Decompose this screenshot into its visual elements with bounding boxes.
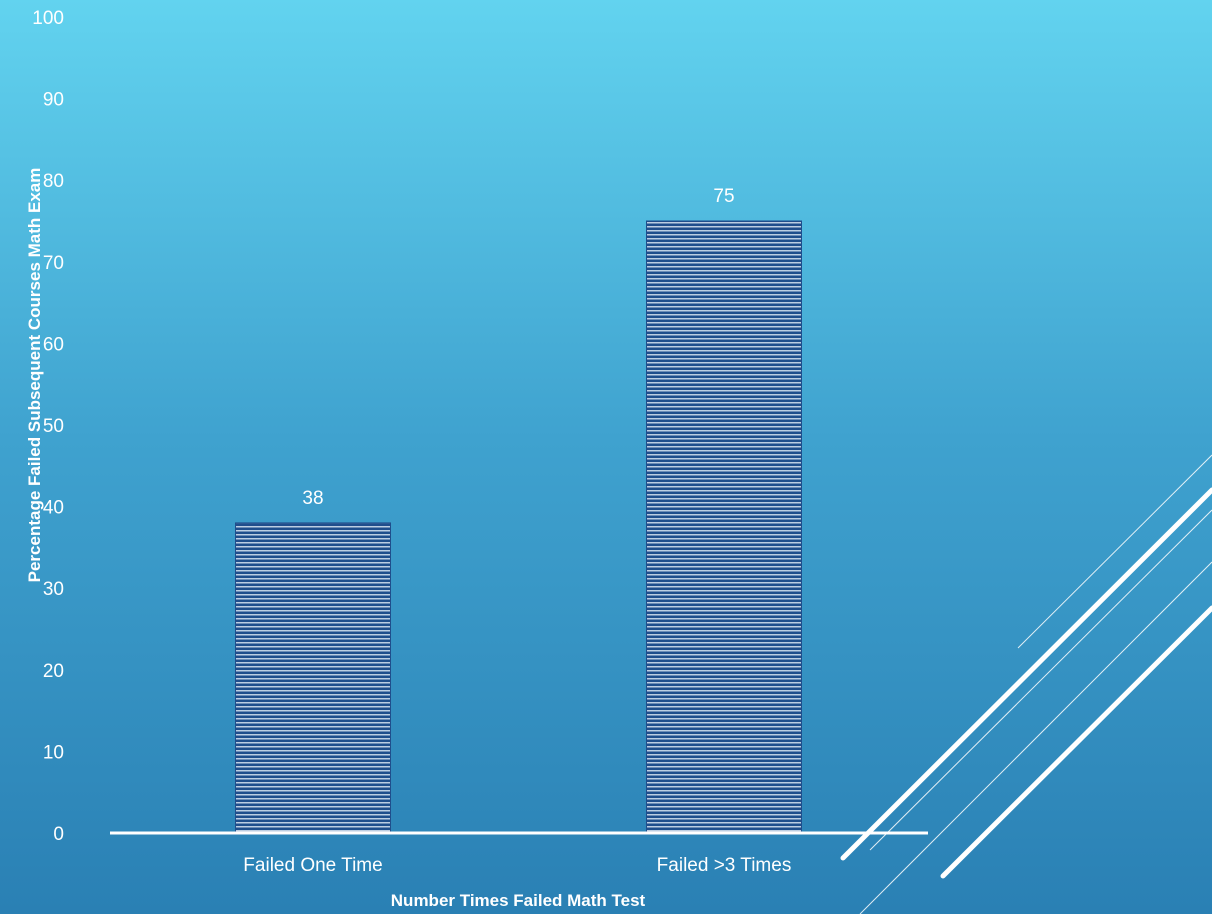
y-tick-label: 0 [53, 824, 64, 845]
y-tick-label: 30 [43, 579, 64, 600]
y-tick-label: 50 [43, 416, 64, 437]
bar [646, 220, 802, 834]
y-tick-label: 40 [43, 498, 64, 519]
decorative-diagonal-lines [840, 454, 1212, 914]
data-label: 38 [302, 488, 323, 509]
category-label: Failed >3 Times [657, 855, 792, 876]
data-label: 75 [713, 186, 734, 207]
data-labels: 38 75 [302, 186, 734, 509]
y-tick-label: 20 [43, 661, 64, 682]
y-axis-ticks: 0 10 20 30 40 50 60 70 80 90 100 [32, 8, 64, 845]
y-tick-label: 10 [43, 742, 64, 763]
y-tick-label: 80 [43, 171, 64, 192]
x-axis-title: Number Times Failed Math Test [391, 891, 646, 910]
y-axis-title: Percentage Failed Subsequent Courses Mat… [25, 168, 44, 583]
y-tick-label: 70 [43, 253, 64, 274]
y-tick-label: 100 [32, 8, 64, 29]
y-tick-label: 60 [43, 334, 64, 355]
x-axis-category-labels: Failed One Time Failed >3 Times [243, 855, 791, 876]
bar [235, 522, 391, 834]
category-label: Failed One Time [243, 855, 382, 876]
y-tick-label: 90 [43, 90, 64, 111]
bars [235, 220, 802, 834]
